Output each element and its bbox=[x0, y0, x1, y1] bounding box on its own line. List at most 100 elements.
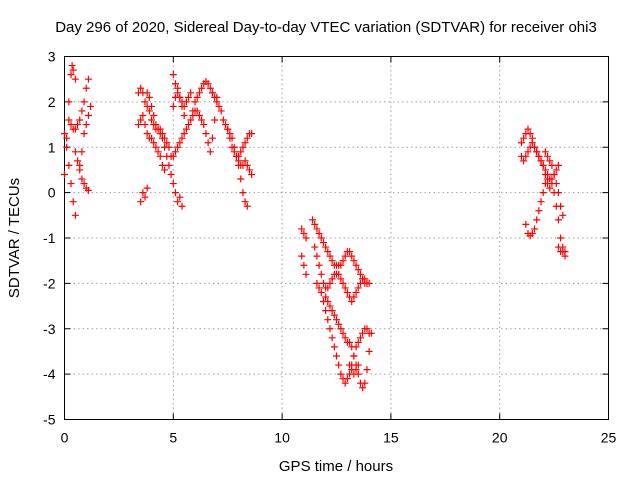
x-tick-label: 10 bbox=[274, 430, 290, 446]
data-point bbox=[317, 234, 325, 242]
y-tick-label: -5 bbox=[43, 412, 56, 428]
y-tick-labels: 3 2 1 0 -1 -2 -3 -4 -5 bbox=[43, 49, 56, 428]
data-point bbox=[313, 279, 321, 287]
data-point bbox=[224, 125, 232, 133]
data-point bbox=[346, 361, 354, 369]
data-point bbox=[208, 89, 216, 97]
data-point bbox=[171, 148, 179, 156]
data-point bbox=[176, 193, 184, 201]
data-point bbox=[176, 93, 184, 101]
data-point bbox=[156, 125, 164, 133]
data-point bbox=[206, 84, 214, 92]
data-point bbox=[352, 288, 360, 296]
data-point bbox=[328, 307, 336, 315]
data-point bbox=[339, 257, 347, 265]
data-point bbox=[215, 102, 223, 110]
data-point bbox=[69, 66, 77, 74]
data-point bbox=[348, 298, 356, 306]
data-point bbox=[241, 139, 249, 147]
data-point bbox=[302, 270, 310, 278]
data-point bbox=[137, 84, 145, 92]
series-pass-d6 bbox=[554, 243, 569, 256]
data-point bbox=[248, 170, 256, 178]
data-point bbox=[546, 184, 554, 192]
series-pass-b8 bbox=[208, 89, 251, 210]
data-point bbox=[326, 325, 334, 333]
data-point bbox=[141, 98, 149, 106]
data-point bbox=[80, 180, 88, 188]
data-point bbox=[180, 111, 188, 119]
data-point bbox=[550, 189, 558, 197]
data-point bbox=[200, 121, 208, 129]
data-point bbox=[161, 134, 169, 142]
data-point bbox=[350, 257, 358, 265]
data-point bbox=[517, 139, 525, 147]
data-point bbox=[330, 311, 338, 319]
data-point bbox=[171, 189, 179, 197]
data-point bbox=[528, 229, 536, 237]
data-point bbox=[193, 93, 201, 101]
data-point bbox=[243, 134, 251, 142]
data-point bbox=[211, 116, 219, 124]
data-point bbox=[520, 134, 528, 142]
data-point bbox=[191, 98, 199, 106]
series-pass-a1 bbox=[61, 62, 79, 178]
data-point bbox=[539, 161, 547, 169]
data-point bbox=[78, 175, 86, 183]
x-tick-label: 20 bbox=[492, 430, 508, 446]
series-pass-c1 bbox=[298, 225, 310, 242]
data-point bbox=[80, 98, 88, 106]
data-point bbox=[169, 71, 177, 79]
data-point bbox=[230, 148, 238, 156]
data-point bbox=[535, 152, 543, 160]
data-point bbox=[174, 198, 182, 206]
data-point bbox=[537, 157, 545, 165]
series-pass-a2 bbox=[61, 130, 79, 219]
data-point bbox=[211, 93, 219, 101]
data-point bbox=[319, 239, 327, 247]
data-point bbox=[337, 370, 345, 378]
data-point bbox=[158, 161, 166, 169]
data-point bbox=[326, 252, 334, 260]
series-pass-a5 bbox=[71, 148, 92, 194]
data-point bbox=[361, 275, 369, 283]
data-point bbox=[204, 139, 212, 147]
data-point bbox=[169, 180, 177, 188]
data-point bbox=[348, 343, 356, 351]
data-point bbox=[328, 334, 336, 342]
data-point bbox=[65, 116, 73, 124]
series-pass-b6 bbox=[169, 89, 188, 119]
data-point bbox=[243, 202, 251, 210]
data-point bbox=[317, 270, 325, 278]
series-pass-b3 bbox=[137, 184, 151, 206]
data-point bbox=[178, 134, 186, 142]
data-point bbox=[239, 143, 247, 151]
data-point bbox=[322, 307, 330, 315]
data-point bbox=[171, 80, 179, 88]
plot-frame bbox=[64, 56, 609, 420]
data-point bbox=[311, 243, 319, 251]
x-tick-label: 25 bbox=[601, 430, 617, 446]
data-point bbox=[561, 248, 569, 256]
series-pass-d2 bbox=[517, 139, 552, 188]
data-point bbox=[78, 107, 86, 115]
data-point bbox=[145, 93, 153, 101]
data-point bbox=[322, 293, 330, 301]
data-point bbox=[182, 125, 190, 133]
series-pass-c7 bbox=[346, 361, 362, 378]
data-point bbox=[554, 216, 562, 224]
data-point bbox=[341, 252, 349, 260]
data-point bbox=[195, 89, 203, 97]
data-point bbox=[76, 166, 84, 174]
data-point bbox=[537, 198, 545, 206]
data-point bbox=[84, 111, 92, 119]
y-tick-label: -3 bbox=[43, 321, 56, 337]
data-point bbox=[315, 229, 323, 237]
data-point bbox=[178, 202, 186, 210]
data-point bbox=[185, 93, 193, 101]
data-point bbox=[341, 379, 349, 387]
data-point bbox=[315, 261, 323, 269]
data-point bbox=[237, 175, 245, 183]
x-tick-label: 15 bbox=[383, 430, 399, 446]
data-point bbox=[302, 234, 310, 242]
